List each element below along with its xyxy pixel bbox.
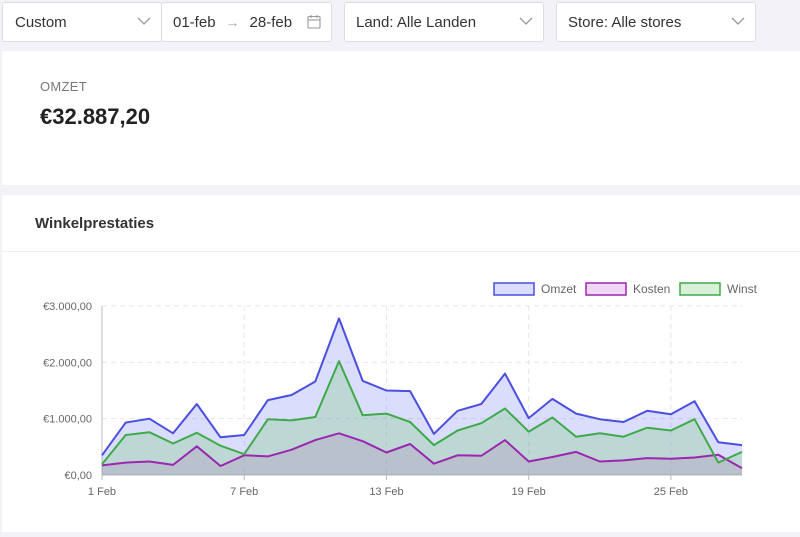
calendar-icon[interactable]	[307, 14, 321, 33]
y-tick-label: €0,00	[64, 470, 92, 482]
store-select[interactable]: Store: Alle stores	[556, 2, 756, 42]
period-select[interactable]: Custom	[2, 2, 162, 42]
performance-chart: €0,00 €1.000,00 €2.000,00 €3.000,00 1 Feb 7 F…	[43, 282, 758, 498]
y-tick-label: €2.000,00	[43, 357, 92, 369]
x-tick-label: 19 Feb	[512, 486, 546, 498]
x-tick-label: 1 Feb	[88, 486, 116, 498]
store-select-value: Store: Alle stores	[568, 13, 682, 31]
revenue-value: €32.887,20	[40, 104, 151, 129]
revenue-label: OMZET	[40, 79, 87, 94]
date-range-picker[interactable]: 01-feb → 28-feb	[161, 2, 332, 42]
chevron-down-icon	[137, 16, 151, 26]
country-select[interactable]: Land: Alle Landen	[344, 2, 544, 42]
chevron-down-icon	[731, 16, 745, 26]
series-line-winst	[101, 360, 743, 465]
date-from[interactable]: 01-feb	[173, 13, 216, 31]
legend-label-omzet: Omzet	[541, 282, 577, 296]
y-tick-label: €1.000,00	[43, 414, 92, 426]
y-tick-label: €3.000,00	[43, 301, 92, 313]
card-divider	[2, 251, 800, 252]
date-range-arrow-icon: →	[225, 14, 240, 30]
x-tick-label: 13 Feb	[369, 486, 403, 498]
chevron-down-icon	[519, 16, 533, 26]
legend-label-kosten: Kosten	[633, 282, 670, 296]
store-performance-card: Winkelprestaties €0,00 €1.000,00 €2.000,00…	[2, 195, 800, 532]
legend-swatch-kosten	[585, 282, 627, 296]
chart-card-title: Winkelprestaties	[35, 215, 155, 232]
revenue-card: OMZET €32.887,20	[2, 51, 800, 185]
country-select-value: Land: Alle Landen	[356, 13, 477, 31]
period-select-value: Custom	[15, 13, 67, 31]
legend-label-winst: Winst	[727, 282, 758, 296]
series-line-omzet	[101, 317, 743, 456]
date-to[interactable]: 28-feb	[249, 13, 293, 31]
x-tick-label: 7 Feb	[230, 486, 258, 498]
x-tick-label: 25 Feb	[654, 486, 688, 498]
series-area-winst	[102, 361, 742, 475]
legend-swatch-winst	[679, 282, 721, 296]
series-line-kosten	[101, 432, 743, 470]
legend-swatch-omzet	[493, 282, 535, 296]
